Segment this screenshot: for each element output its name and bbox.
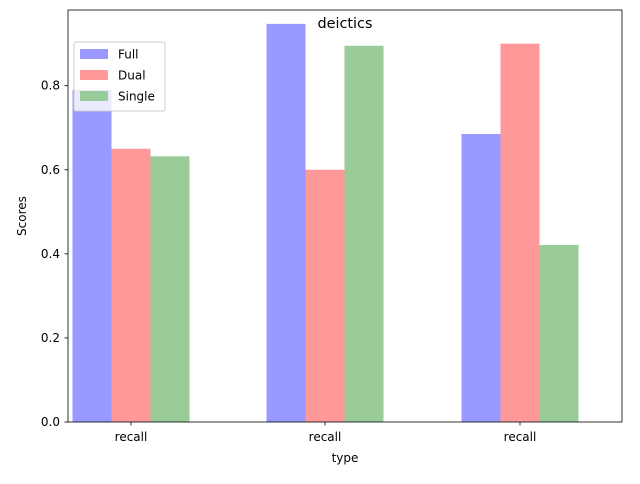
- bar-single-2: [539, 245, 579, 422]
- y-tick-label: 0.2: [41, 331, 60, 345]
- legend: Full Dual Single: [73, 41, 166, 112]
- bar-full-2: [461, 134, 501, 422]
- legend-label-single: Single: [118, 90, 155, 104]
- bar-dual-1: [305, 169, 345, 422]
- bar-full-0: [72, 89, 112, 422]
- y-axis-label: Scores: [15, 196, 29, 236]
- plot-frame: [67, 9, 623, 423]
- bars-layer: [72, 23, 579, 423]
- chart-title: deictics: [318, 16, 373, 32]
- y-tick-label: 0.4: [41, 247, 60, 261]
- bar-dual-2: [500, 43, 540, 422]
- bar-single-0: [150, 156, 190, 423]
- x-tick-label: recall: [309, 430, 342, 444]
- bar-full-1: [266, 23, 306, 423]
- y-tick-label: 0.8: [41, 79, 60, 93]
- legend-swatch-full: [80, 49, 108, 59]
- legend-label-full: Full: [118, 48, 139, 62]
- x-tick-label: recall: [504, 430, 537, 444]
- y-axis-ticks: 0.0 0.2 0.4 0.6 0.8: [41, 79, 68, 429]
- bar-dual-0: [111, 148, 151, 423]
- x-axis-ticks: recall recall recall: [115, 422, 537, 444]
- y-tick-label: 0.6: [41, 163, 60, 177]
- legend-swatch-dual: [80, 70, 108, 80]
- x-tick-label: recall: [115, 430, 148, 444]
- x-axis-label: type: [332, 451, 359, 465]
- bar-single-1: [344, 45, 384, 422]
- legend-swatch-single: [80, 91, 108, 101]
- legend-label-dual: Dual: [118, 69, 146, 83]
- y-tick-label: 0.0: [41, 415, 60, 429]
